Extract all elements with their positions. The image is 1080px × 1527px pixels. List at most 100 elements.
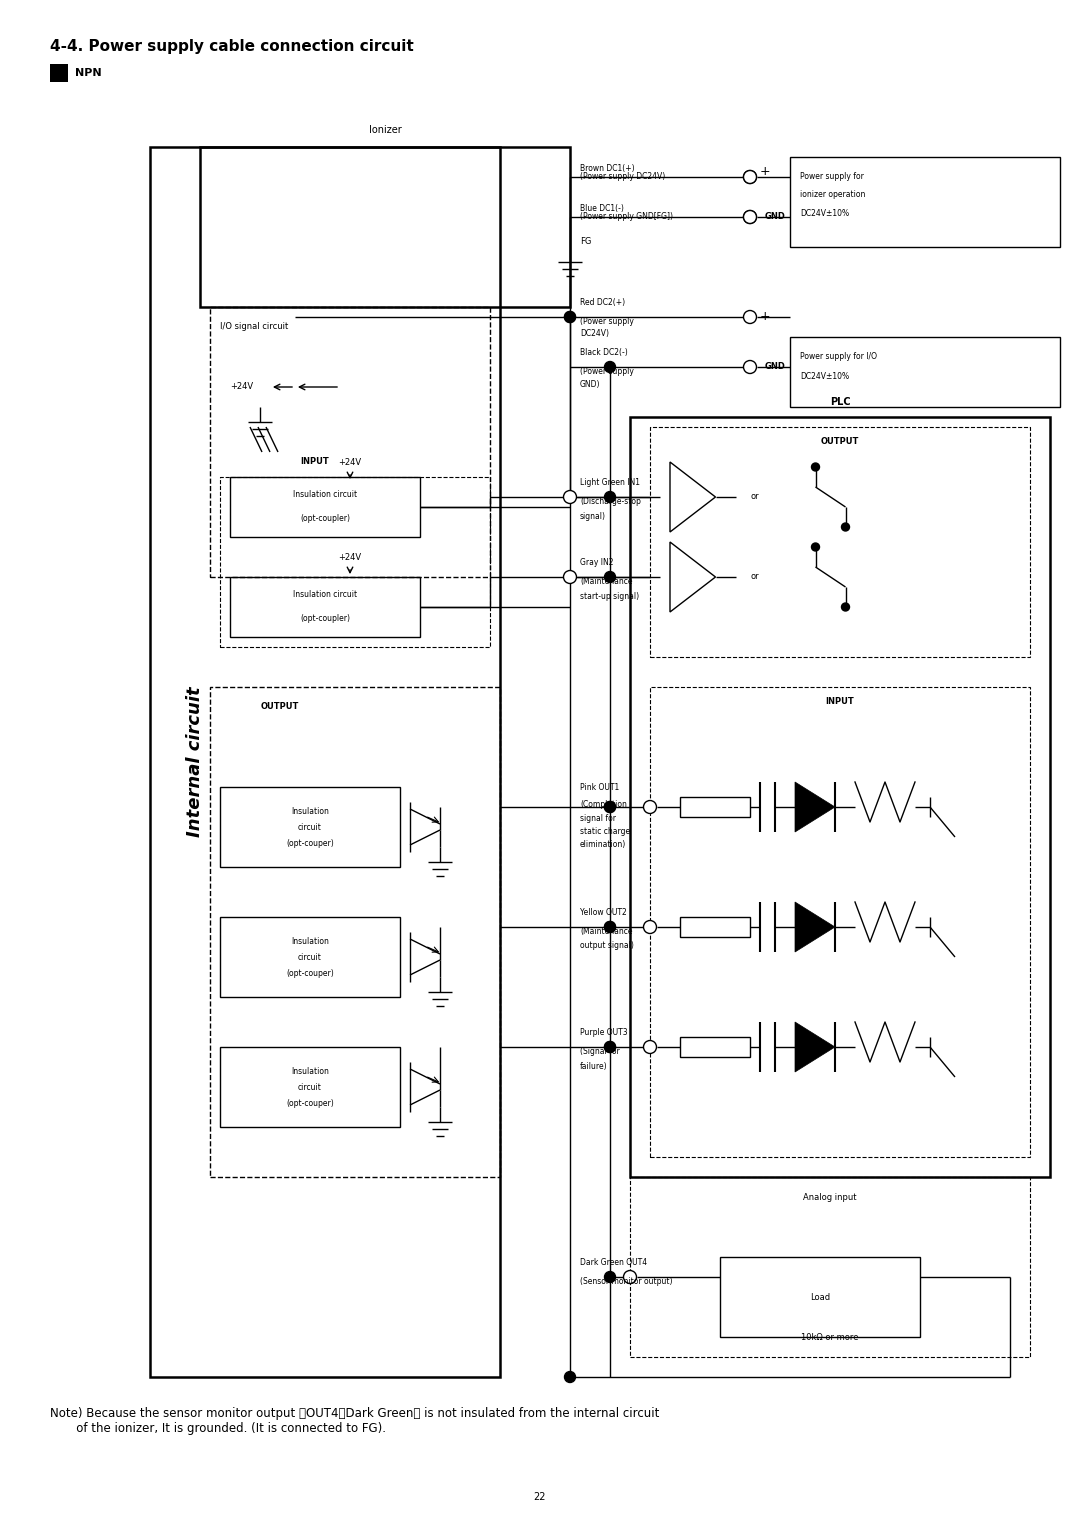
Circle shape: [605, 492, 616, 502]
Text: signal for: signal for: [580, 814, 616, 823]
Text: Insulation: Insulation: [292, 1067, 329, 1077]
Text: Red DC2(+): Red DC2(+): [580, 298, 625, 307]
Circle shape: [841, 524, 850, 531]
Text: PLC: PLC: [829, 397, 850, 408]
Circle shape: [605, 362, 616, 373]
Text: 10kΩ or more: 10kΩ or more: [801, 1333, 859, 1342]
Text: NPN: NPN: [75, 69, 102, 78]
Text: circuit: circuit: [298, 1084, 322, 1092]
Text: Power supply for: Power supply for: [800, 173, 864, 182]
Circle shape: [605, 921, 616, 933]
Circle shape: [605, 921, 616, 933]
Circle shape: [743, 171, 756, 183]
Text: GND: GND: [765, 362, 786, 371]
Circle shape: [605, 1272, 616, 1283]
Text: failure): failure): [580, 1061, 608, 1070]
Text: (opt-couper): (opt-couper): [286, 840, 334, 849]
Text: (Sensor monitor output): (Sensor monitor output): [580, 1278, 673, 1287]
Text: 4-4. Power supply cable connection circuit: 4-4. Power supply cable connection circu…: [50, 40, 414, 55]
Text: ionizer operation: ionizer operation: [800, 191, 865, 200]
Bar: [680, 1037, 750, 1057]
Text: (Maintenance: (Maintenance: [580, 927, 633, 936]
Bar: [630, 417, 1050, 1177]
Text: (Completion: (Completion: [580, 800, 626, 809]
Circle shape: [743, 211, 756, 223]
Circle shape: [811, 544, 820, 551]
Text: signal): signal): [580, 513, 606, 522]
Circle shape: [743, 310, 756, 324]
Text: (Discharge-stop: (Discharge-stop: [580, 498, 640, 507]
Circle shape: [644, 1040, 657, 1054]
Bar: [680, 918, 750, 938]
Text: (Power supply DC24V): (Power supply DC24V): [580, 173, 665, 182]
Text: FG: FG: [580, 238, 592, 246]
Text: Gray IN2: Gray IN2: [580, 557, 613, 567]
Text: GND): GND): [580, 380, 600, 389]
Text: (Power supply: (Power supply: [580, 368, 634, 377]
Text: Black DC2(-): Black DC2(-): [580, 348, 627, 357]
Text: Note) Because the sensor monitor output 〈OUT4：Dark Green〉 is not insulated from : Note) Because the sensor monitor output …: [50, 1406, 660, 1435]
Circle shape: [841, 603, 850, 611]
Text: 22: 22: [534, 1492, 546, 1503]
Circle shape: [605, 1041, 616, 1052]
Circle shape: [644, 921, 657, 933]
Circle shape: [644, 800, 657, 814]
Bar: [220, 1048, 400, 1127]
Text: or: or: [751, 493, 759, 501]
Text: Analog input: Analog input: [804, 1193, 856, 1202]
Circle shape: [565, 571, 576, 582]
Text: OUTPUT: OUTPUT: [821, 438, 860, 446]
Circle shape: [605, 802, 616, 812]
Text: output signal): output signal): [580, 942, 634, 950]
Text: Insulation: Insulation: [292, 808, 329, 817]
Text: (opt-coupler): (opt-coupler): [300, 515, 350, 524]
Circle shape: [564, 490, 577, 504]
Circle shape: [565, 312, 576, 322]
Bar: [230, 476, 420, 538]
Text: (Power supply: (Power supply: [580, 318, 634, 327]
Text: INPUT: INPUT: [825, 698, 854, 707]
Circle shape: [565, 1371, 576, 1382]
Text: Blue DC1(-): Blue DC1(-): [580, 205, 624, 214]
Circle shape: [565, 571, 576, 582]
Circle shape: [743, 360, 756, 374]
Circle shape: [565, 492, 576, 502]
Text: (opt-couper): (opt-couper): [286, 970, 334, 979]
Text: start-up signal): start-up signal): [580, 592, 639, 602]
Text: +24V: +24V: [230, 382, 253, 391]
Circle shape: [811, 463, 820, 470]
Text: Yellow OUT2: Yellow OUT2: [580, 909, 626, 918]
Text: Insulation: Insulation: [292, 938, 329, 947]
Text: Load: Load: [810, 1292, 831, 1301]
Circle shape: [605, 1041, 616, 1052]
Text: DC24V): DC24V): [580, 330, 609, 339]
Text: Purple OUT3: Purple OUT3: [580, 1028, 627, 1037]
Bar: [150, 147, 500, 1377]
Bar: [789, 337, 1059, 408]
Bar: [650, 687, 1030, 1157]
Text: (Signal for: (Signal for: [580, 1048, 620, 1057]
Text: +24V: +24V: [338, 458, 362, 467]
Text: Power supply for I/O: Power supply for I/O: [800, 353, 877, 362]
Text: INPUT: INPUT: [300, 458, 329, 467]
Circle shape: [564, 571, 577, 583]
Text: Ionizer: Ionizer: [368, 125, 402, 134]
Circle shape: [565, 312, 576, 322]
Bar: [630, 1177, 1030, 1358]
Circle shape: [623, 1270, 636, 1284]
Text: DC24V±10%: DC24V±10%: [800, 373, 849, 382]
Text: static charge: static charge: [580, 828, 630, 837]
Text: (Power supply GND[FG]): (Power supply GND[FG]): [580, 212, 673, 221]
Circle shape: [605, 802, 616, 812]
Text: +: +: [759, 165, 770, 179]
Text: elimination): elimination): [580, 840, 626, 849]
Text: (opt-couper): (opt-couper): [286, 1099, 334, 1109]
Bar: [210, 307, 490, 577]
Bar: [200, 147, 570, 307]
Text: (opt-coupler): (opt-coupler): [300, 614, 350, 623]
Bar: [50, 64, 68, 82]
Circle shape: [565, 492, 576, 502]
Circle shape: [743, 211, 756, 223]
Text: +: +: [759, 310, 770, 324]
Bar: [210, 687, 500, 1177]
